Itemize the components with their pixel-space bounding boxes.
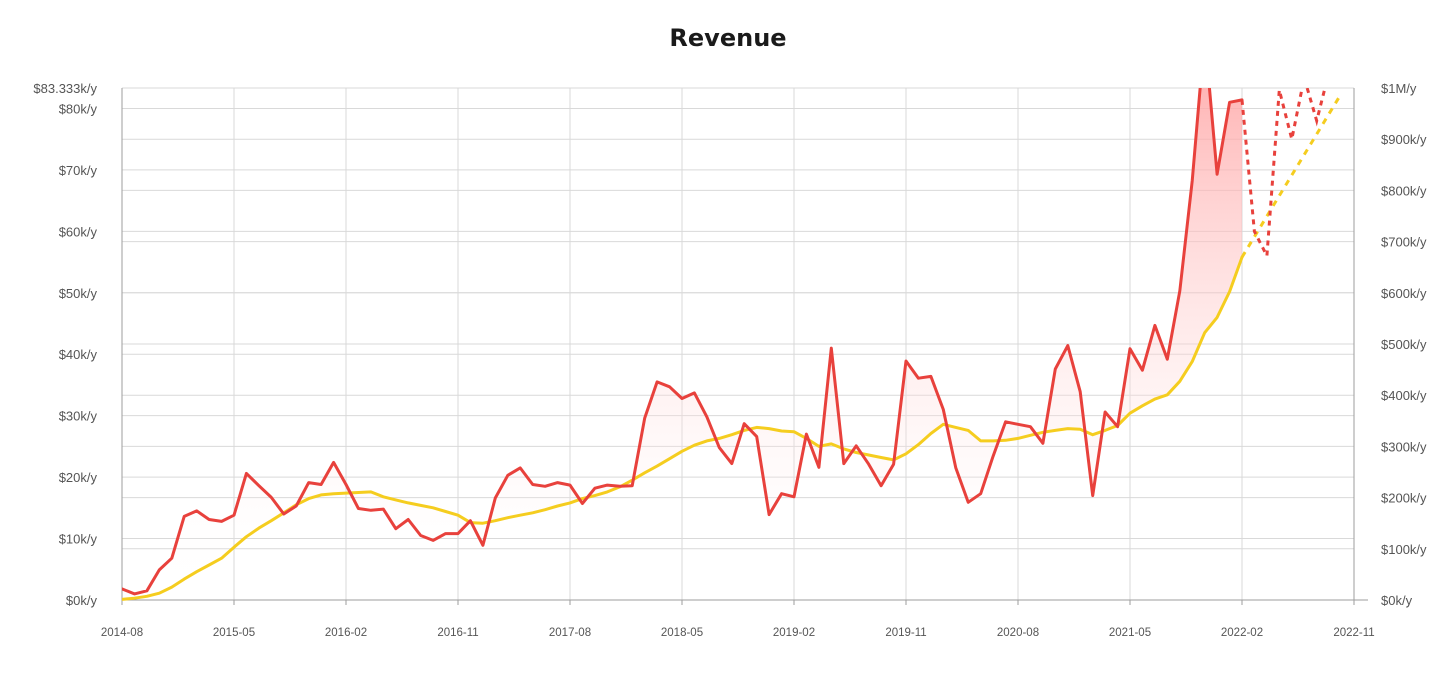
- chart-title: Revenue: [669, 24, 787, 52]
- x-tick-label: 2016-02: [325, 627, 367, 639]
- y-right-tick-label: $1M/y: [1381, 81, 1417, 96]
- x-tick-label: 2021-05: [1109, 627, 1151, 639]
- average-revenue-line: [122, 255, 1244, 601]
- y-right-tick-label: $700k/y: [1381, 235, 1427, 250]
- series-lines: [122, 88, 1343, 601]
- y-right-tick-label: $900k/y: [1381, 132, 1427, 147]
- x-tick-label: 2019-02: [773, 627, 815, 639]
- y-left-tick-label: $70k/y: [59, 163, 98, 178]
- y-left-tick-label: $50k/y: [59, 286, 98, 301]
- monthly-revenue-line: [122, 88, 1244, 596]
- tick-labels: 2014-08 2015-05 2016-02 2016-11 2017-08 2018-…: [33, 81, 1427, 639]
- x-tick-label: 2014-08: [101, 627, 143, 639]
- y-right-tick-label: $800k/y: [1381, 183, 1427, 198]
- y-left-tick-label: $40k/y: [59, 347, 98, 362]
- axes: [121, 88, 1368, 605]
- y-right-tick-label: $0k/y: [1381, 593, 1413, 608]
- y-right-tick-label: $500k/y: [1381, 337, 1427, 352]
- y-left-tick-label: $0k/y: [66, 593, 98, 608]
- area-fill: [122, 88, 1242, 600]
- monthly-area-fill: [122, 88, 1242, 600]
- monthly-projection-line: [1240, 88, 1327, 262]
- x-tick-label: 2019-11: [885, 627, 926, 639]
- y-left-tick-label: $20k/y: [59, 470, 98, 485]
- y-right-tick-label: $600k/y: [1381, 286, 1427, 301]
- average-projection-line: [1240, 92, 1343, 258]
- y-left-tick-label: $80k/y: [59, 101, 98, 116]
- x-tick-label: 2017-08: [549, 627, 591, 639]
- x-tick-label: 2022-11: [1333, 627, 1374, 639]
- x-tick-label: 2016-11: [437, 627, 478, 639]
- y-right-tick-label: $300k/y: [1381, 439, 1427, 454]
- x-tick-label: 2022-02: [1221, 627, 1263, 639]
- y-left-tick-label: $83.333k/y: [33, 81, 97, 96]
- x-tick-label: 2018-05: [661, 627, 703, 639]
- x-tick-label: 2020-08: [997, 627, 1039, 639]
- y-right-tick-label: $100k/y: [1381, 542, 1427, 557]
- y-right-tick-label: $400k/y: [1381, 388, 1427, 403]
- y-left-tick-label: $30k/y: [59, 409, 98, 424]
- x-tick-label: 2015-05: [213, 627, 255, 639]
- y-left-tick-label: $10k/y: [59, 532, 98, 547]
- grid-lines: [121, 87, 1355, 601]
- y-left-tick-label: $60k/y: [59, 224, 98, 239]
- y-right-tick-label: $200k/y: [1381, 491, 1427, 506]
